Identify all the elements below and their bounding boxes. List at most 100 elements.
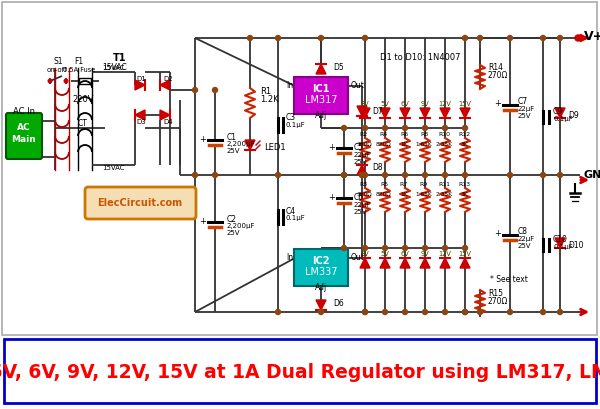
Circle shape [508,310,512,315]
Polygon shape [245,140,255,150]
Text: 1.65K: 1.65K [416,191,433,196]
Text: In: In [286,254,293,263]
Text: R5: R5 [380,182,388,187]
Text: 1.65K: 1.65K [416,142,433,146]
Text: 6V: 6V [401,251,409,257]
Text: C3: C3 [286,114,296,123]
Text: R8: R8 [420,132,428,137]
Text: R14: R14 [488,63,503,72]
Circle shape [557,173,563,178]
Text: D3: D3 [136,119,146,125]
Circle shape [541,310,545,315]
Text: +: + [329,193,335,202]
Text: 0.1µF: 0.1µF [286,215,306,221]
Circle shape [541,36,545,40]
Text: 1K: 1K [400,191,408,196]
Polygon shape [400,108,410,118]
Text: Out: Out [351,81,365,90]
Text: D7: D7 [372,106,383,115]
Polygon shape [420,108,430,118]
Text: 15V: 15V [458,251,472,257]
Text: D8: D8 [372,162,383,171]
Text: 1K: 1K [400,142,408,146]
Circle shape [463,36,467,40]
Circle shape [478,310,482,315]
FancyBboxPatch shape [85,187,196,219]
Text: ElecCircuit.com: ElecCircuit.com [97,198,182,208]
Circle shape [341,245,347,250]
Text: 2.35K: 2.35K [436,142,452,146]
Text: 820Ω: 820Ω [376,142,392,146]
Text: R10: R10 [438,132,450,137]
Text: 25V: 25V [518,243,532,249]
Text: 9V: 9V [421,101,430,107]
Circle shape [508,173,512,178]
Circle shape [443,126,448,130]
Text: 3V, 5V, 6V, 9V, 12V, 15V at 1A Dual Regulator using LM317, LM337: 3V, 5V, 6V, 9V, 12V, 15V at 1A Dual Regu… [0,362,600,382]
Text: R4: R4 [380,132,388,137]
Text: D6: D6 [333,299,344,308]
Text: C2: C2 [227,214,237,223]
Text: 3V: 3V [361,251,370,257]
Polygon shape [420,258,430,268]
Text: 390Ω: 390Ω [356,142,372,146]
Text: 15VAC: 15VAC [103,63,127,72]
Text: +: + [200,216,206,225]
Circle shape [443,245,448,250]
Text: 2.35K: 2.35K [436,191,452,196]
Circle shape [463,310,467,315]
Polygon shape [160,110,170,120]
Text: C4: C4 [286,207,296,216]
Text: D2: D2 [163,76,173,82]
Circle shape [341,173,347,178]
Circle shape [403,173,407,178]
FancyBboxPatch shape [6,113,42,159]
Polygon shape [360,258,370,268]
Text: R11: R11 [438,182,450,187]
Circle shape [275,36,281,40]
Text: D5: D5 [333,63,344,72]
Circle shape [319,310,323,315]
Text: R12: R12 [458,132,470,137]
Text: IC2: IC2 [312,256,330,266]
Text: GND: GND [584,170,600,180]
Text: 0.5A Fuse: 0.5A Fuse [63,67,95,73]
Circle shape [557,310,563,315]
Circle shape [359,173,365,178]
Text: 22µF: 22µF [354,202,371,208]
Circle shape [463,126,467,130]
Text: R2: R2 [360,132,368,137]
Text: R9: R9 [420,182,428,187]
Text: 2,200µF: 2,200µF [227,223,256,229]
Circle shape [422,173,427,178]
Text: 9V: 9V [421,251,430,257]
Text: +: + [200,135,206,144]
Circle shape [575,35,581,41]
Circle shape [508,36,512,40]
Text: AC: AC [17,124,31,133]
Polygon shape [380,108,390,118]
Circle shape [362,36,367,40]
Polygon shape [357,165,367,175]
Text: 270Ω: 270Ω [488,72,508,81]
Text: 270Ω: 270Ω [488,297,508,306]
Circle shape [275,173,281,178]
Text: +: + [329,142,335,151]
Circle shape [362,310,367,315]
Text: D1: D1 [136,76,146,82]
FancyBboxPatch shape [4,339,596,403]
Text: 0.1µF: 0.1µF [553,116,573,122]
Text: F1: F1 [74,58,83,67]
Polygon shape [135,110,145,120]
Polygon shape [460,258,470,268]
Text: 22µF: 22µF [518,106,535,112]
Text: T1: T1 [113,53,127,63]
Text: 15V: 15V [458,101,472,107]
Circle shape [463,245,467,250]
Circle shape [341,126,347,130]
Text: 12V: 12V [439,251,451,257]
Circle shape [212,173,218,178]
Circle shape [463,310,467,315]
Text: 25V: 25V [518,113,532,119]
Text: 220V: 220V [72,95,94,105]
